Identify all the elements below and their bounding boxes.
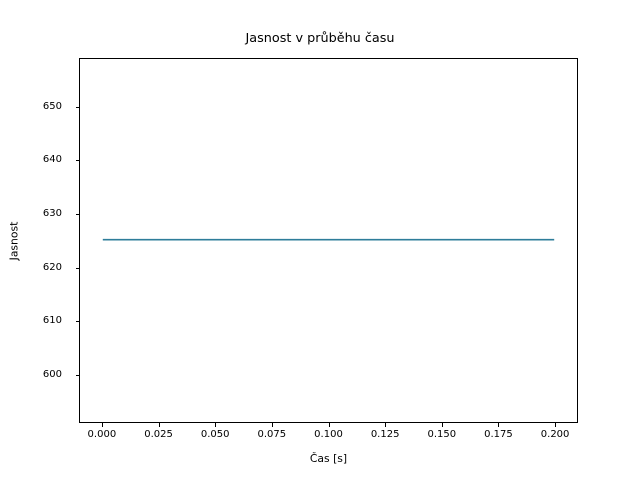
x-tick-label: 0.000 <box>87 429 117 440</box>
x-tick-label: 0.075 <box>257 429 287 440</box>
x-tick-label: 0.200 <box>540 429 570 440</box>
x-tick-label: 0.025 <box>144 429 173 440</box>
y-axis-label-container: Jasnost <box>0 58 28 423</box>
y-tick-mark <box>75 106 79 108</box>
y-tick-label: 640 <box>42 154 62 166</box>
x-tick-label: 0.125 <box>370 429 400 440</box>
y-tick-mark <box>75 321 79 323</box>
y-tick-mark <box>75 267 79 269</box>
x-tick-label: 0.175 <box>484 429 513 440</box>
y-axis-label: Jasnost <box>7 221 21 260</box>
x-tick-mark <box>101 423 103 427</box>
x-tick-mark <box>271 423 273 427</box>
x-tick-mark <box>498 423 500 427</box>
x-tick-mark <box>328 423 330 427</box>
page-title: Jasnost v průběhu času <box>245 31 395 46</box>
plot-area <box>79 58 578 423</box>
x-tick-label: 0.050 <box>200 429 230 440</box>
x-tick-mark <box>555 423 557 427</box>
y-tick-label: 610 <box>42 315 62 327</box>
y-tick-mark <box>75 160 79 162</box>
x-tick-label: 0.100 <box>314 429 343 440</box>
y-tick-mark <box>75 374 79 376</box>
x-tick-label: 0.150 <box>427 429 457 440</box>
y-tick-label: 650 <box>42 100 62 112</box>
y-tick-label: 620 <box>42 261 62 273</box>
y-tick-label: 630 <box>42 207 62 219</box>
x-tick-mark <box>441 423 443 427</box>
x-tick-mark <box>385 423 387 427</box>
x-axis-label: Čas [s] <box>309 452 348 465</box>
plot-canvas <box>102 238 555 241</box>
x-tick-mark <box>215 423 217 427</box>
x-tick-mark <box>158 423 160 427</box>
y-tick-mark <box>75 213 79 215</box>
y-tick-label: 600 <box>42 368 62 380</box>
